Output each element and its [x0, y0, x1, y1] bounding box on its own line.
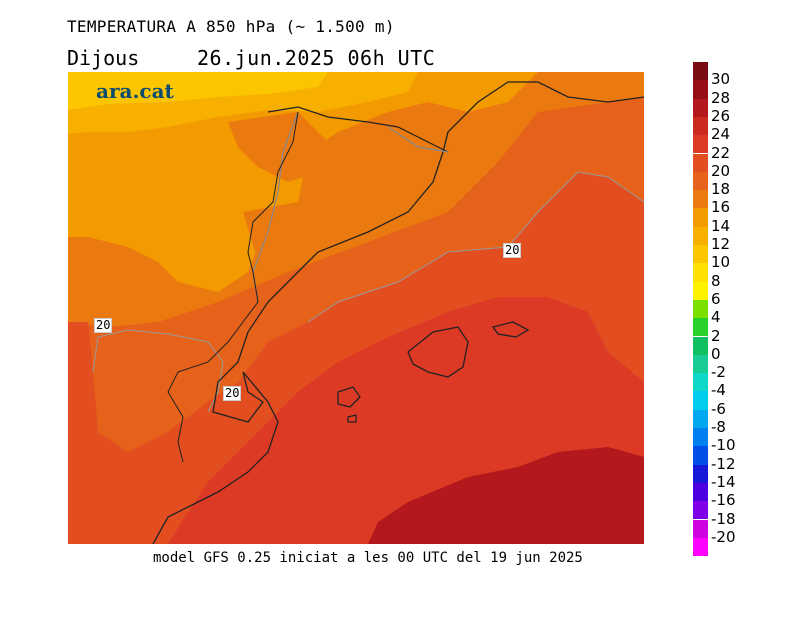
legend-swatch — [693, 318, 708, 337]
legend-label: 16 — [711, 198, 731, 217]
legend-label: -4 — [711, 381, 726, 400]
island-ibiza — [337, 386, 361, 408]
legend-swatch — [693, 537, 708, 557]
isotherm-20-west — [92, 329, 224, 413]
field-band-22 — [368, 447, 644, 544]
legend-label: 22 — [711, 143, 731, 162]
legend-swatch — [693, 428, 708, 447]
border-aragon — [167, 111, 299, 463]
border-france-spain — [267, 106, 449, 153]
legend-label: -16 — [711, 491, 736, 510]
legend-label: 30 — [711, 70, 731, 89]
legend-label: -2 — [711, 363, 726, 382]
coastline-iberia — [152, 81, 644, 544]
island-formentera — [347, 414, 357, 423]
legend-swatch — [693, 62, 708, 81]
contour-label-south: 20 — [223, 386, 242, 401]
legend-swatch — [693, 190, 708, 209]
temperature-map — [68, 72, 644, 544]
legend-label: -10 — [711, 436, 736, 455]
legend-swatch — [693, 299, 708, 319]
legend-swatch — [693, 98, 708, 117]
legend-label: 26 — [711, 106, 731, 125]
legend-label: 2 — [711, 326, 721, 345]
legend-label: 14 — [711, 216, 731, 235]
legend-swatch — [693, 501, 708, 520]
legend-label: 28 — [711, 88, 731, 107]
legend-swatch — [693, 281, 708, 300]
legend-label: 8 — [711, 271, 721, 290]
legend-swatch — [693, 482, 708, 502]
legend-swatch — [693, 464, 708, 483]
legend-swatch — [693, 116, 708, 136]
ara-cat-logo: ara.cat — [96, 79, 174, 103]
legend-label: 4 — [711, 308, 721, 327]
legend-label: -8 — [711, 418, 726, 436]
legend-label: 12 — [711, 235, 731, 253]
legend-swatch — [693, 446, 708, 465]
legend-swatch — [693, 409, 708, 428]
legend-label: 20 — [711, 161, 731, 180]
legend-swatch — [693, 245, 708, 264]
island-menorca — [491, 321, 530, 338]
forecast-day: Dijous — [67, 46, 140, 70]
field-band-12 — [68, 72, 538, 292]
legend-swatch — [693, 171, 708, 191]
legend-label: -6 — [711, 399, 726, 418]
legend-swatch — [693, 135, 708, 154]
legend-label: 18 — [711, 180, 731, 199]
legend-label: -18 — [711, 509, 736, 528]
legend-swatch — [693, 263, 708, 282]
legend-label: -12 — [711, 454, 736, 473]
legend-label: 10 — [711, 253, 731, 272]
legend-swatch — [693, 373, 708, 392]
field-patch-16a — [228, 112, 328, 182]
legend-swatch — [693, 208, 708, 227]
legend-swatch — [693, 80, 708, 99]
legend-label: 0 — [711, 344, 721, 363]
model-info: model GFS 0.25 iniciat a les 00 UTC del … — [153, 550, 583, 566]
field-patch-16b — [243, 202, 308, 267]
forecast-datetime: 26.jun.2025 06h UTC — [197, 46, 436, 70]
map-title: TEMPERATURA A 850 hPa (~ 1.500 m) — [67, 17, 395, 36]
legend-label: -20 — [711, 527, 736, 546]
field-band-8 — [68, 72, 328, 110]
contour-label-east: 20 — [503, 243, 522, 258]
legend-swatch — [693, 519, 708, 538]
legend-label: 24 — [711, 125, 731, 144]
contour-label-west: 20 — [94, 318, 113, 333]
legend-swatch — [693, 226, 708, 245]
legend-label: 6 — [711, 289, 721, 308]
island-mallorca — [407, 326, 469, 378]
legend-swatch — [693, 354, 708, 374]
legend-swatch — [693, 153, 708, 172]
field-patch-16c — [68, 267, 138, 312]
legend-swatch — [693, 336, 708, 355]
legend-swatch — [693, 391, 708, 410]
legend-label: -14 — [711, 472, 736, 491]
